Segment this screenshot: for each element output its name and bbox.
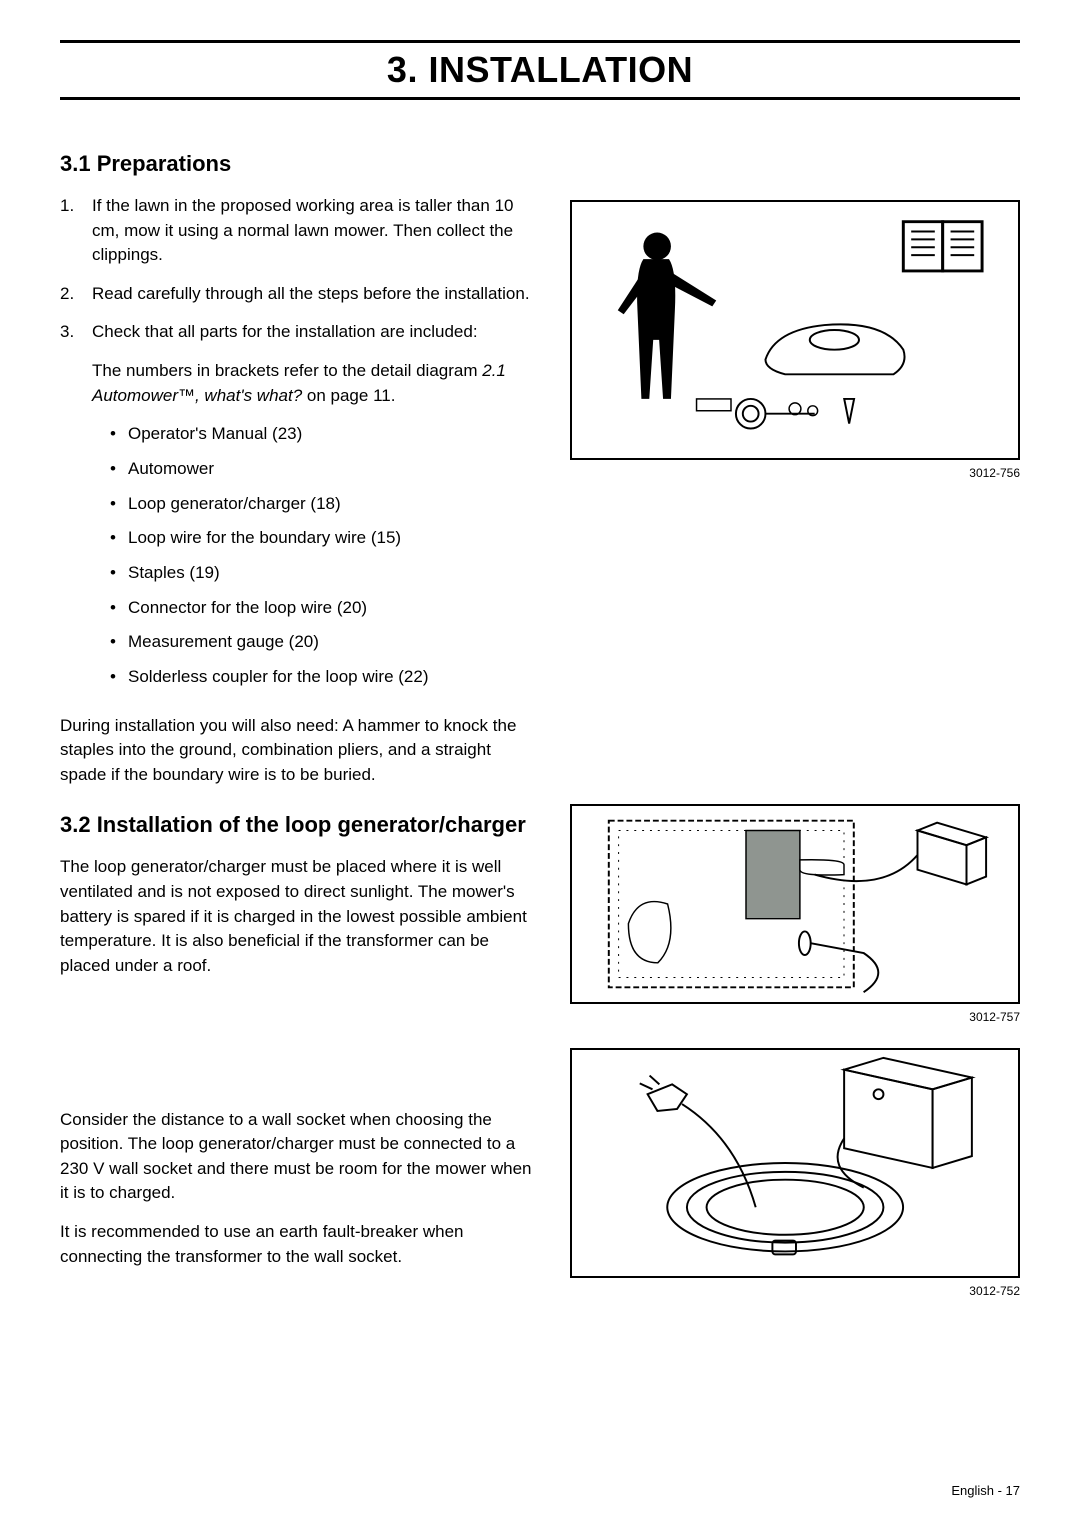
figure-1 xyxy=(570,200,1020,460)
bottom-rule xyxy=(60,97,1020,100)
figure-caption: 3012-757 xyxy=(570,1010,1020,1024)
transformer-cable-illustration xyxy=(572,1050,1018,1276)
spacer xyxy=(60,993,540,1108)
bullet-text: Staples (19) xyxy=(128,561,220,586)
right-column: 3012-756 xyxy=(570,130,1020,1322)
bullet-text: Operator's Manual (23) xyxy=(128,422,302,447)
list-item: 1. If the lawn in the proposed working a… xyxy=(60,194,540,268)
list-item: 2. Read carefully through all the steps … xyxy=(60,282,540,307)
bullet-text: Loop generator/charger (18) xyxy=(128,492,341,517)
bullet-item: Connector for the loop wire (20) xyxy=(92,596,540,621)
list-text: If the lawn in the proposed working area… xyxy=(92,194,540,268)
list-number: 2. xyxy=(60,282,92,307)
bullet-text: Connector for the loop wire (20) xyxy=(128,596,367,621)
note-text-after: on page 11. xyxy=(302,386,395,405)
top-rule xyxy=(60,40,1020,43)
bullet-text: Automower xyxy=(128,457,214,482)
figure-3 xyxy=(570,1048,1020,1278)
list-number: 3. xyxy=(60,320,92,699)
figure-caption: 3012-756 xyxy=(570,466,1020,480)
spacer xyxy=(570,130,1020,200)
section-heading-2: 3.2 Installation of the loop generator/c… xyxy=(60,809,540,841)
after-list-paragraph: During installation you will also need: … xyxy=(60,714,540,788)
body-paragraph: Consider the distance to a wall socket w… xyxy=(60,1108,540,1207)
left-column: 3.1 Preparations 1. If the lawn in the p… xyxy=(60,130,540,1322)
bullet-item: Operator's Manual (23) xyxy=(92,422,540,447)
bullet-item: Solderless coupler for the loop wire (22… xyxy=(92,665,540,690)
figure-caption: 3012-752 xyxy=(570,1284,1020,1298)
bullet-list: Operator's Manual (23) Automower Loop ge… xyxy=(92,422,540,689)
body-paragraph: The loop generator/charger must be place… xyxy=(60,855,540,978)
bullet-text: Measurement gauge (20) xyxy=(128,630,319,655)
list-number: 1. xyxy=(60,194,92,268)
installation-parts-illustration xyxy=(572,202,1018,458)
body-paragraph: It is recommended to use an earth fault-… xyxy=(60,1220,540,1269)
bullet-item: Automower xyxy=(92,457,540,482)
section-heading-1: 3.1 Preparations xyxy=(60,148,540,180)
note-text: The numbers in brackets refer to the det… xyxy=(92,361,482,380)
numbered-list: 1. If the lawn in the proposed working a… xyxy=(60,194,540,700)
bullet-item: Staples (19) xyxy=(92,561,540,586)
plan-view-illustration xyxy=(572,806,1018,1002)
list-item: 3. Check that all parts for the installa… xyxy=(60,320,540,699)
page-footer: English - 17 xyxy=(951,1483,1020,1498)
list-text: Read carefully through all the steps bef… xyxy=(92,282,530,307)
bullet-item: Loop generator/charger (18) xyxy=(92,492,540,517)
list-text: Check that all parts for the installatio… xyxy=(92,322,478,341)
spacer xyxy=(570,504,1020,804)
bullet-text: Solderless coupler for the loop wire (22… xyxy=(128,665,428,690)
chapter-title: 3. INSTALLATION xyxy=(60,49,1020,91)
bullet-item: Loop wire for the boundary wire (15) xyxy=(92,526,540,551)
content-columns: 3.1 Preparations 1. If the lawn in the p… xyxy=(60,130,1020,1322)
list-content: Check that all parts for the installatio… xyxy=(92,320,540,699)
figure-2 xyxy=(570,804,1020,1004)
note-paragraph: The numbers in brackets refer to the det… xyxy=(92,359,540,408)
bullet-text: Loop wire for the boundary wire (15) xyxy=(128,526,401,551)
bullet-item: Measurement gauge (20) xyxy=(92,630,540,655)
